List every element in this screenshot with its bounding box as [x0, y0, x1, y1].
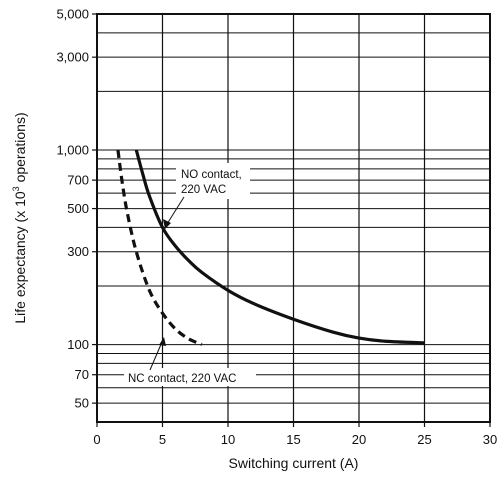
series-nc-contact-line: [116, 149, 203, 347]
x-tick-label: 10: [221, 432, 235, 447]
y-tick-label: 100: [67, 337, 89, 352]
y-tick-label: 70: [75, 367, 89, 382]
no-label-bg: [176, 163, 250, 199]
x-tick-label: 15: [286, 432, 300, 447]
series-lines: [116, 149, 425, 347]
series-no-contact-line: [134, 149, 425, 345]
no-contact-arrowhead: [163, 219, 171, 229]
no-contact-label: NO contact,: [181, 169, 242, 181]
axis-labels: Switching current (A) Life expectancy (x …: [11, 112, 358, 471]
nc-contact-label: NC contact, 220 VAC: [128, 373, 236, 385]
y-tick-label: 3,000: [56, 50, 89, 65]
curve-annotations: NO contact, 220 VAC NC contact, 220 VAC: [124, 163, 256, 386]
nc-contact-arrowhead: [159, 337, 166, 346]
x-tick-label: 20: [352, 432, 366, 447]
y-tick-label: 700: [67, 173, 89, 188]
y-axis-label-unit: operations): [12, 112, 28, 186]
y-tick-label: 5,000: [56, 7, 89, 22]
y-tick-label: 500: [67, 201, 89, 216]
axis-ticks: 0 5 10 15 20 25 30 50 70 100 300 500 700 1,000 3,000 5,…: [56, 7, 497, 448]
nc-contact-leader: [149, 341, 163, 371]
x-tick-label: 5: [159, 432, 166, 447]
x-tick-label: 0: [93, 432, 100, 447]
x-tick-label: 25: [417, 432, 431, 447]
y-tick-label: 50: [75, 396, 89, 411]
y-axis-label-exponent: 3: [11, 186, 21, 191]
y-tick-label: 1,000: [56, 143, 89, 158]
x-axis-label: Switching current (A): [229, 455, 359, 471]
nc-label-bg: [124, 368, 256, 386]
no-contact-leader: [166, 196, 185, 225]
grid-lines: [97, 13, 490, 423]
y-axis-label-text: Life expectancy (x 10: [12, 191, 28, 324]
no-contact-label-line2: 220 VAC: [181, 184, 226, 196]
y-axis-label: Life expectancy (x 103 operations): [11, 112, 28, 323]
y-tick-label: 300: [67, 244, 89, 259]
x-tick-label: 30: [483, 432, 497, 447]
